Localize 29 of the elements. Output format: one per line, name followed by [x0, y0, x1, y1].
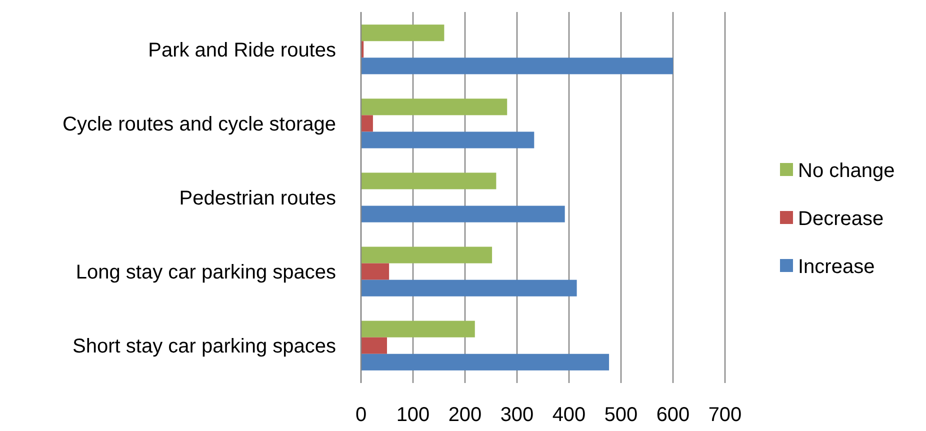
x-tick-label: 0 — [355, 404, 367, 426]
x-tick-label: 700 — [708, 404, 742, 426]
y-tick-label: Park and Ride routes — [148, 39, 336, 62]
x-tick-label: 100 — [396, 404, 430, 426]
bar — [361, 246, 492, 264]
legend-label: Increase — [798, 256, 875, 278]
bar — [361, 58, 673, 74]
bar — [361, 263, 390, 280]
bar — [361, 206, 565, 222]
legend-label: Decrease — [798, 208, 884, 230]
y-tick-label: Pedestrian routes — [179, 188, 336, 210]
y-tick-label: Short stay car parking spaces — [72, 336, 336, 358]
y-tick-label: Cycle routes and cycle storage — [62, 113, 336, 136]
x-tick-label: 300 — [500, 404, 534, 426]
bar — [361, 280, 577, 296]
y-tick-label: Long stay car parking spaces — [76, 262, 336, 284]
x-tick-label: 200 — [448, 404, 482, 426]
x-tick-label: 500 — [604, 404, 638, 426]
x-tick-label: 600 — [656, 404, 690, 426]
bar — [361, 98, 508, 116]
bar — [361, 115, 373, 132]
bar — [361, 337, 387, 354]
x-tick-label: 400 — [552, 404, 586, 426]
bar — [361, 172, 496, 190]
bar — [361, 132, 534, 148]
bar — [361, 354, 610, 370]
bar — [361, 320, 475, 338]
bar — [361, 24, 444, 42]
legend-label: No change — [798, 160, 895, 182]
